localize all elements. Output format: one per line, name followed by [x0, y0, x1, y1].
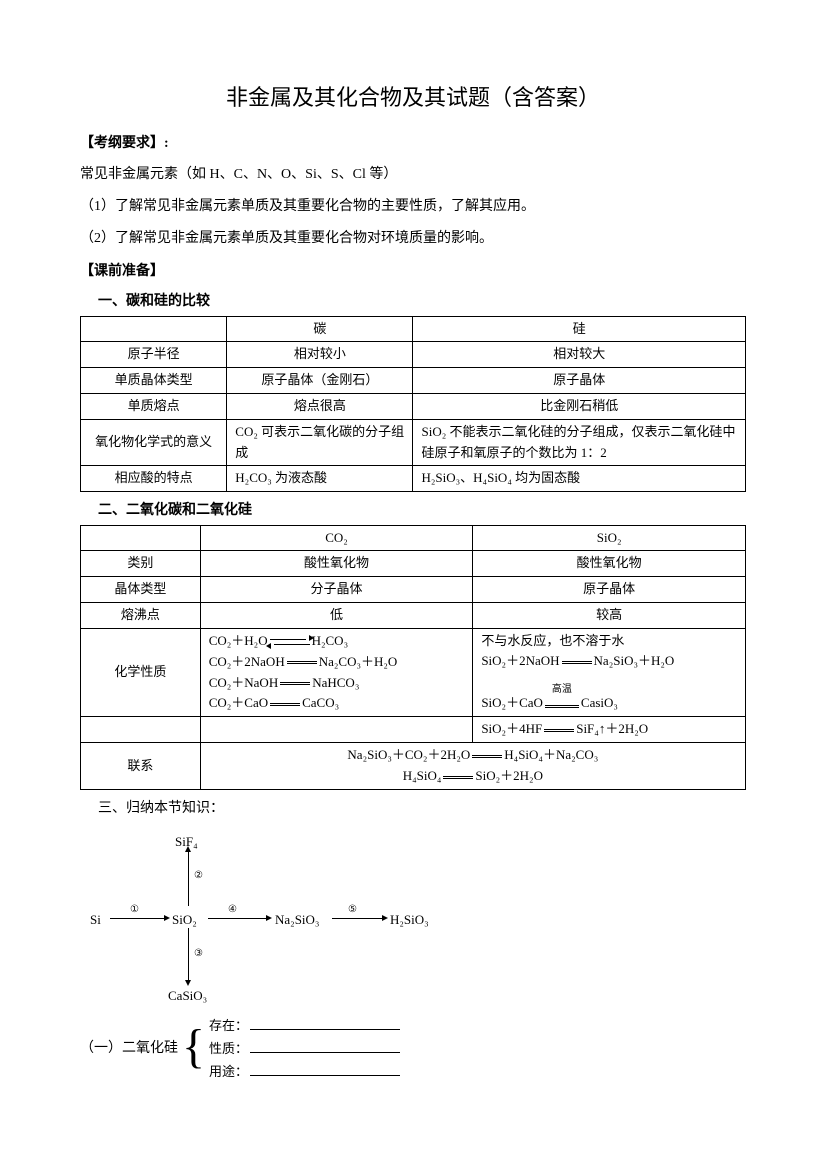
- requirement-1: （1）了解常见非金属元素单质及其重要化合物的主要性质，了解其应用。: [80, 196, 746, 218]
- cell: 化学性质: [81, 628, 201, 717]
- table-row: 化学性质 CO₂＋H₂OH₂CO₃ CO₂＋2NaOHNa₂CO₃＋H₂O CO…: [81, 628, 746, 717]
- cell: 氧化物化学式的意义: [81, 419, 227, 466]
- summary-line-use: 用途：: [209, 1062, 400, 1083]
- cell: CO₂＋H₂OH₂CO₃ CO₂＋2NaOHNa₂CO₃＋H₂O CO₂＋NaO…: [200, 628, 473, 717]
- equals-arrow-icon: [280, 682, 310, 685]
- cell: CO₂: [200, 525, 473, 551]
- blank-line: [250, 1039, 400, 1053]
- diagram-step-1: ①: [130, 902, 139, 918]
- diagram-step-4: ④: [228, 902, 237, 918]
- table-row: 晶体类型 分子晶体 原子晶体: [81, 577, 746, 603]
- table-row: 类别 酸性氧化物 酸性氧化物: [81, 551, 746, 577]
- table-row: 原子半径 相对较小 相对较大: [81, 342, 746, 368]
- equals-arrow-icon: [472, 755, 502, 758]
- cell: 酸性氧化物: [473, 551, 746, 577]
- cell: CO₂ 可表示二氧化碳的分子组成: [227, 419, 413, 466]
- table1-title: 一、碳和硅的比较: [98, 291, 746, 313]
- diagram-node-h2sio3: H₂SiO₃: [390, 910, 429, 931]
- cell: H₂SiO₃、H₄SiO₄ 均为固态酸: [413, 466, 746, 492]
- cell: 相应酸的特点: [81, 466, 227, 492]
- section3-heading: 三、归纳本节知识：: [98, 798, 746, 820]
- diagram-node-na2sio3: Na₂SiO₃: [275, 910, 319, 931]
- page-title: 非金属及其化合物及其试题（含答案）: [80, 80, 746, 115]
- high-temp-arrow-icon: 高温: [545, 694, 579, 715]
- cell: [81, 525, 201, 551]
- brace-icon: {: [182, 1023, 205, 1071]
- equals-arrow-icon: [562, 661, 592, 664]
- cell: 单质熔点: [81, 393, 227, 419]
- blank-line: [250, 1062, 400, 1076]
- equals-arrow-icon: [270, 703, 300, 706]
- summary-line-property: 性质：: [209, 1039, 400, 1060]
- cell: SiO₂＋4HFSiF₄↑＋2H₂O: [473, 717, 746, 743]
- cell: 酸性氧化物: [200, 551, 473, 577]
- cell: 原子晶体: [473, 577, 746, 603]
- cell: 低: [200, 602, 473, 628]
- table-row: 单质熔点 熔点很高 比金刚石稍低: [81, 393, 746, 419]
- cell: [81, 316, 227, 342]
- diagram-node-si: Si: [90, 910, 101, 931]
- table-row: 熔沸点 低 较高: [81, 602, 746, 628]
- cell: 较高: [473, 602, 746, 628]
- cell: 晶体类型: [81, 577, 201, 603]
- table-row: SiO₂＋4HFSiF₄↑＋2H₂O: [81, 717, 746, 743]
- blank-line: [250, 1016, 400, 1030]
- cell: 熔沸点: [81, 602, 201, 628]
- cell: 硅: [413, 316, 746, 342]
- diagram-node-casio3: CaSiO₃: [168, 986, 207, 1007]
- diagram-step-3: ③: [194, 946, 203, 962]
- cell: [200, 717, 473, 743]
- cell: 分子晶体: [200, 577, 473, 603]
- cell: SiO₂ 不能表示二氧化硅的分子组成，仅表示二氧化硅中硅原子和氧原子的个数比为 …: [413, 419, 746, 466]
- table-row: 相应酸的特点 H₂CO₃ 为液态酸 H₂SiO₃、H₄SiO₄ 均为固态酸: [81, 466, 746, 492]
- cell: 不与水反应，也不溶于水 SiO₂＋2NaOHNa₂SiO₃＋H₂O SiO₂＋C…: [473, 628, 746, 717]
- cell: H₂CO₃ 为液态酸: [227, 466, 413, 492]
- summary-label: （一）二氧化硅: [80, 1038, 178, 1060]
- cell: 原子晶体（金刚石）: [227, 368, 413, 394]
- reaction-diagram: SiF₄ Si SiO₂ Na₂SiO₃ H₂SiO₃ CaSiO₃ ① ② ④…: [90, 832, 490, 1002]
- table-row: 碳 硅: [81, 316, 746, 342]
- table-row: 单质晶体类型 原子晶体（金刚石） 原子晶体: [81, 368, 746, 394]
- cell: SiO₂: [473, 525, 746, 551]
- cell: 相对较大: [413, 342, 746, 368]
- table-carbon-silicon: 碳 硅 原子半径 相对较小 相对较大 单质晶体类型 原子晶体（金刚石） 原子晶体…: [80, 316, 746, 493]
- outline-requirements-heading: 【考纲要求】:: [80, 133, 746, 155]
- cell: 熔点很高: [227, 393, 413, 419]
- summary-line-exist: 存在：: [209, 1016, 400, 1037]
- common-elements-text: 常见非金属元素（如 H、C、N、O、Si、S、Cl 等）: [80, 164, 746, 186]
- cell: 原子半径: [81, 342, 227, 368]
- cell: 原子晶体: [413, 368, 746, 394]
- summary-sio2: （一）二氧化硅 { 存在： 性质： 用途：: [80, 1016, 746, 1082]
- diagram-node-sio2: SiO₂: [172, 910, 197, 931]
- reversible-arrow-icon: [270, 637, 310, 647]
- requirement-2: （2）了解常见非金属元素单质及其重要化合物对环境质量的影响。: [80, 228, 746, 250]
- cell: 比金刚石稍低: [413, 393, 746, 419]
- equals-arrow-icon: [544, 729, 574, 732]
- cell: 联系: [81, 743, 201, 790]
- table-co2-sio2: CO₂ SiO₂ 类别 酸性氧化物 酸性氧化物 晶体类型 分子晶体 原子晶体 熔…: [80, 525, 746, 790]
- cell: 单质晶体类型: [81, 368, 227, 394]
- diagram-step-5: ⑤: [348, 902, 357, 918]
- table-row: CO₂ SiO₂: [81, 525, 746, 551]
- diagram-step-2: ②: [194, 868, 203, 884]
- cell: Na₂SiO₃＋CO₂＋2H₂OH₄SiO₄＋Na₂CO₃ H₄SiO₄SiO₂…: [200, 743, 745, 790]
- cell: 类别: [81, 551, 201, 577]
- table2-title: 二、二氧化碳和二氧化硅: [98, 500, 746, 522]
- prep-heading: 【课前准备】: [80, 261, 746, 283]
- table-row: 联系 Na₂SiO₃＋CO₂＋2H₂OH₄SiO₄＋Na₂CO₃ H₄SiO₄S…: [81, 743, 746, 790]
- equals-arrow-icon: [443, 776, 473, 779]
- cell: [81, 717, 201, 743]
- cell: 相对较小: [227, 342, 413, 368]
- equals-arrow-icon: [287, 661, 317, 664]
- table-row: 氧化物化学式的意义 CO₂ 可表示二氧化碳的分子组成 SiO₂ 不能表示二氧化硅…: [81, 419, 746, 466]
- cell: 碳: [227, 316, 413, 342]
